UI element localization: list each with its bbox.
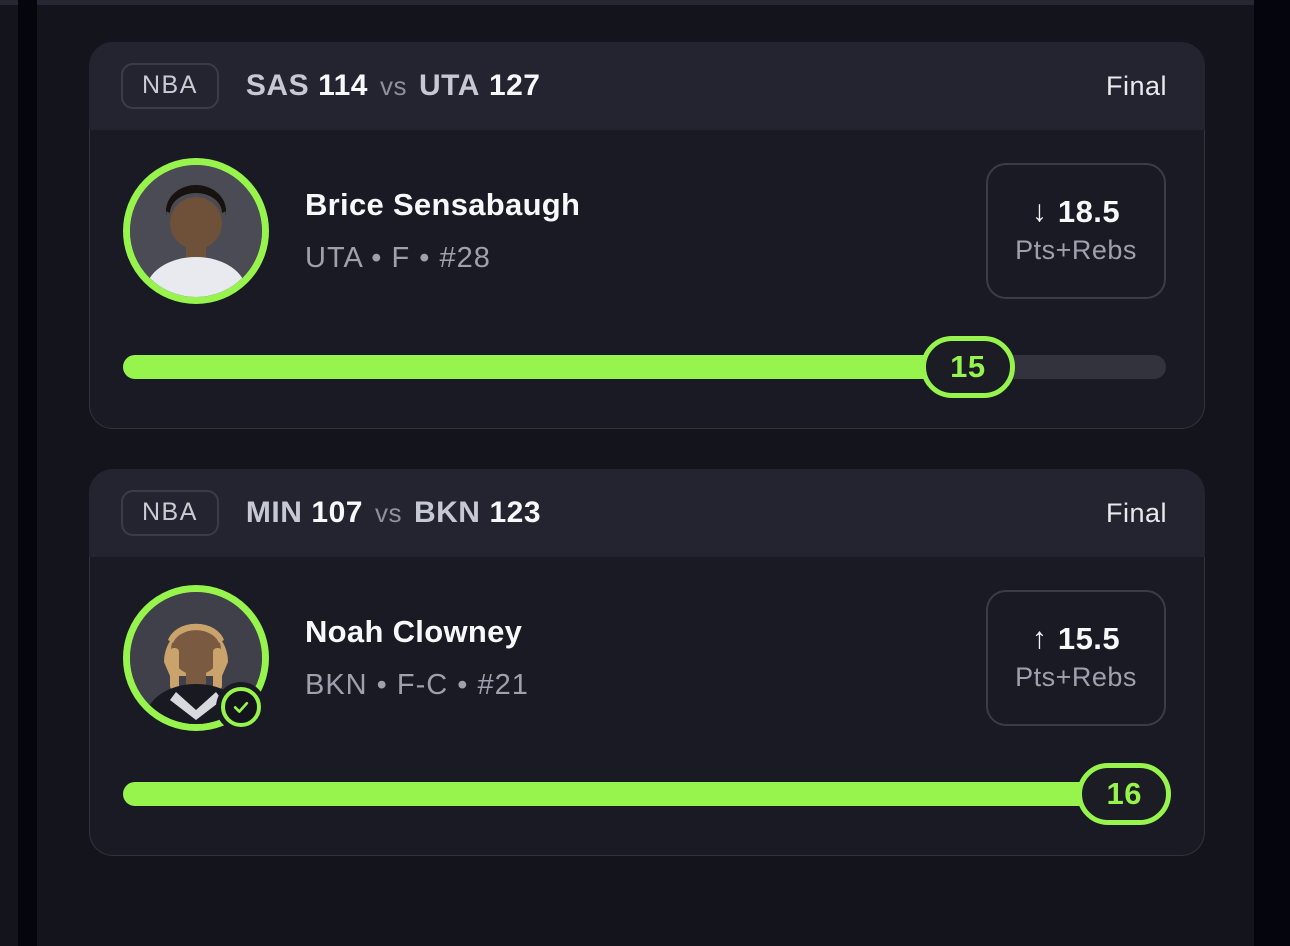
home-team: UTA (419, 69, 480, 102)
player-avatar (123, 158, 269, 304)
arrow-down-icon: ↓ (1031, 194, 1047, 228)
league-badge: NBA (121, 63, 219, 109)
arrow-up-icon: ↑ (1031, 621, 1047, 655)
progress-bar: 15 (123, 336, 1166, 398)
player-info: Brice Sensabaugh UTA • F • #28 (305, 187, 986, 275)
pick-card-body: Noah Clowney BKN • F-C • #21 ↑ 15.5 Pts+… (89, 557, 1205, 856)
player-name: Noah Clowney (305, 614, 523, 649)
matchup: MIN 107 vs BKN 123 (246, 496, 541, 530)
pick-card-body: Brice Sensabaugh UTA • F • #28 ↓ 18.5 Pt… (89, 130, 1205, 429)
player-row: Brice Sensabaugh UTA • F • #28 ↓ 18.5 Pt… (123, 158, 1166, 304)
matchup: SAS 114 vs UTA 127 (246, 69, 541, 103)
projection-box: ↓ 18.5 Pts+Rebs (986, 163, 1166, 299)
projection-value: 18.5 (1057, 194, 1121, 229)
projection-line: ↓ 18.5 (1032, 196, 1120, 227)
game-status: Final (1105, 70, 1167, 101)
left-edge-band (18, 0, 37, 946)
player-row: Noah Clowney BKN • F-C • #21 ↑ 15.5 Pts+… (123, 585, 1166, 731)
home-score: 123 (489, 496, 542, 529)
stat-type-label: Pts+Rebs (1015, 235, 1137, 265)
player-photo (123, 158, 269, 304)
player-avatar (123, 585, 269, 731)
game-status: Final (1105, 497, 1167, 528)
check-icon (221, 687, 261, 727)
progress-value: 16 (1106, 776, 1142, 811)
right-edge-band (1254, 0, 1290, 946)
stat-type-label: Pts+Rebs (1015, 662, 1137, 692)
top-edge-strip (0, 0, 1254, 5)
league-badge: NBA (121, 490, 219, 536)
progress-value: 15 (950, 349, 986, 384)
pick-card[interactable]: NBA SAS 114 vs UTA 127 Final (89, 42, 1205, 429)
vs-label: vs (374, 498, 402, 528)
projection-box: ↑ 15.5 Pts+Rebs (986, 590, 1166, 726)
progress-value-pill: 16 (1077, 763, 1172, 825)
projection-line: ↑ 15.5 (1032, 623, 1120, 654)
player-meta: UTA • F • #28 (305, 242, 491, 274)
home-score: 127 (488, 69, 541, 102)
vs-label: vs (380, 71, 407, 101)
player-meta: BKN • F-C • #21 (305, 669, 529, 701)
game-header: NBA SAS 114 vs UTA 127 Final (89, 42, 1205, 130)
away-team: SAS (245, 69, 310, 102)
home-team: BKN (413, 496, 481, 529)
away-score: 114 (318, 69, 368, 102)
progress-fill (123, 782, 1125, 806)
progress-value-pill: 15 (920, 336, 1015, 398)
progress-bar: 16 (123, 763, 1172, 825)
lineup-list: NBA SAS 114 vs UTA 127 Final (89, 42, 1205, 896)
away-score: 107 (311, 496, 363, 529)
progress-fill (123, 355, 968, 379)
away-team: MIN (245, 496, 303, 529)
player-name: Brice Sensabaugh (305, 187, 581, 222)
player-info: Noah Clowney BKN • F-C • #21 (305, 614, 986, 702)
game-header: NBA MIN 107 vs BKN 123 Final (89, 469, 1205, 557)
projection-value: 15.5 (1057, 621, 1121, 656)
pick-card[interactable]: NBA MIN 107 vs BKN 123 Final (89, 469, 1205, 856)
player-silhouette (130, 165, 262, 297)
